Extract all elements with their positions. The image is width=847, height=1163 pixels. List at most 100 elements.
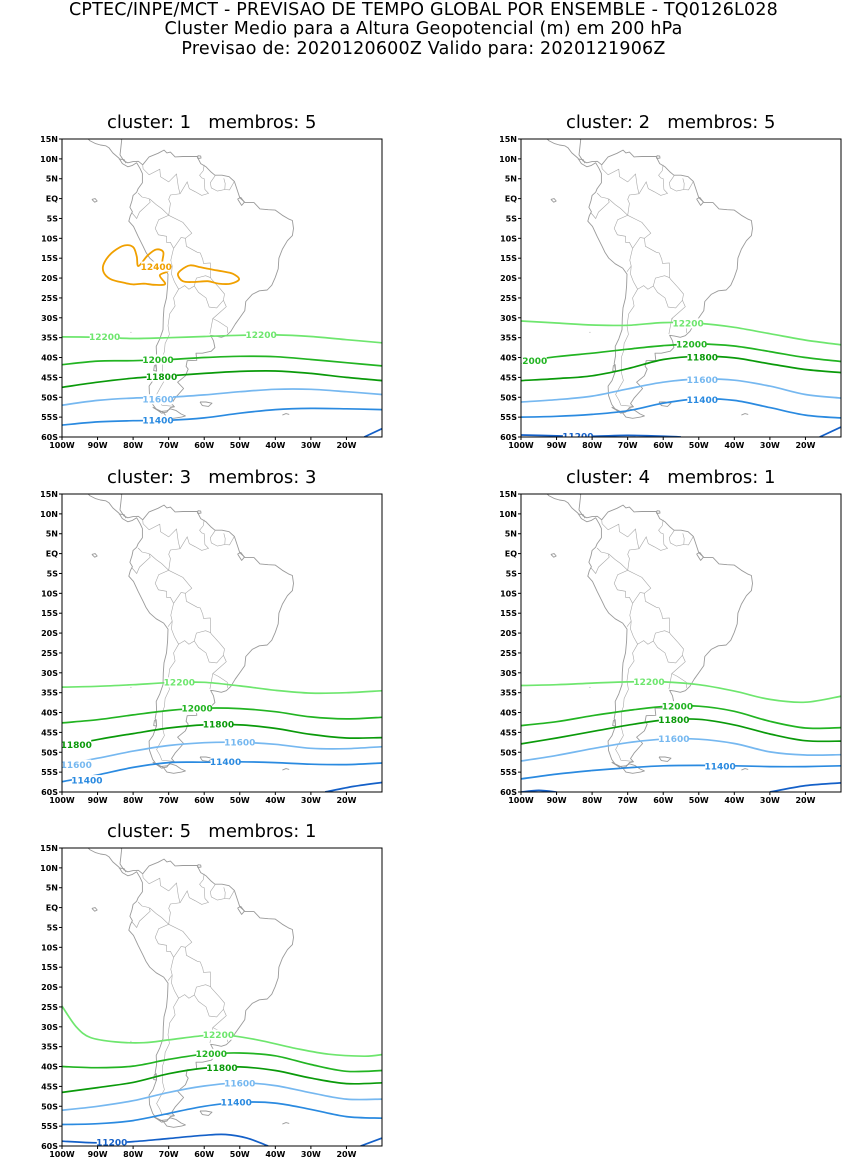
lat-tick-label: 15N <box>499 135 517 144</box>
lat-tick-label: 35S <box>41 1043 58 1052</box>
lon-tick-label: 50W <box>230 1150 250 1159</box>
contour-label-12200: 12200 <box>245 331 276 341</box>
lat-tick-label: 5S <box>47 923 59 932</box>
contour-label-11200: 11200 <box>96 1138 127 1148</box>
lon-tick-label: 50W <box>230 441 250 450</box>
contour-label-11800: 11800 <box>687 353 718 363</box>
map-cluster-2: 1220012000120001180011600114001120015N10… <box>479 127 847 454</box>
lat-tick-label: 10S <box>41 943 58 952</box>
lat-tick-label: 10S <box>500 589 517 598</box>
lat-tick-label: 45S <box>41 373 58 382</box>
lat-tick-label: 15S <box>41 609 58 618</box>
contour-label-12000: 12000 <box>676 341 707 351</box>
lon-tick-label: 50W <box>689 441 709 450</box>
contour-label-12200: 12200 <box>633 678 664 688</box>
lat-tick-label: 10N <box>40 510 58 519</box>
contour-label-11600: 11600 <box>658 735 689 745</box>
lat-tick-label: 50S <box>500 748 517 757</box>
lon-tick-label: 30W <box>760 796 780 805</box>
lat-tick-label: 10N <box>499 510 517 519</box>
contour-label-11800: 11800 <box>203 720 234 730</box>
lon-tick-label: 40W <box>265 1150 285 1159</box>
lat-tick-label: 55S <box>41 768 58 777</box>
lat-tick-label: EQ <box>505 195 517 204</box>
lon-tick-label: 50W <box>689 796 709 805</box>
lat-tick-label: 25S <box>41 649 58 658</box>
lat-tick-label: 10S <box>500 234 517 243</box>
lat-tick-label: 5S <box>47 214 59 223</box>
lon-tick-label: 20W <box>336 796 356 805</box>
contour-label-11400: 11400 <box>221 1099 252 1109</box>
lon-tick-label: 80W <box>123 1150 143 1159</box>
lat-tick-label: 20S <box>41 274 58 283</box>
lat-tick-label: 40S <box>500 354 517 363</box>
lat-tick-label: 25S <box>500 649 517 658</box>
contour-label-11400: 11400 <box>704 762 735 772</box>
lat-tick-label: 20S <box>41 629 58 638</box>
lon-tick-label: 20W <box>795 441 815 450</box>
lat-tick-label: 30S <box>41 669 58 678</box>
lat-tick-label: 40S <box>500 709 517 718</box>
lat-tick-label: 20S <box>41 983 58 992</box>
map-cluster-5: 12200120001180011600114001120015N10N5NEQ… <box>20 836 404 1163</box>
lat-tick-label: 45S <box>41 728 58 737</box>
lat-tick-label: EQ <box>46 195 58 204</box>
lon-tick-label: 90W <box>88 1150 108 1159</box>
lon-tick-label: 80W <box>582 796 602 805</box>
lat-tick-label: 15S <box>500 254 517 263</box>
contour-label-12000: 12000 <box>196 1050 227 1060</box>
contour-label-11400: 11400 <box>71 776 102 786</box>
lon-tick-label: 30W <box>760 441 780 450</box>
lat-tick-label: 55S <box>500 413 517 422</box>
plot-frame <box>62 494 382 792</box>
lat-tick-label: 15S <box>500 609 517 618</box>
lon-tick-label: 60W <box>194 1150 214 1159</box>
lon-tick-label: 70W <box>159 1150 179 1159</box>
lon-tick-label: 40W <box>265 796 285 805</box>
lon-tick-label: 100W <box>508 796 534 805</box>
lon-tick-label: 50W <box>230 796 250 805</box>
lat-tick-label: 50S <box>500 393 517 402</box>
header-line-1: CPTEC/INPE/MCT - PREVISAO DE TEMPO GLOBA… <box>0 1 847 20</box>
contour-label-12200: 12200 <box>164 679 195 689</box>
lon-tick-label: 90W <box>547 441 567 450</box>
lat-tick-label: EQ <box>505 550 517 559</box>
plot-frame <box>62 139 382 437</box>
lat-tick-label: 25S <box>500 294 517 303</box>
lat-tick-label: 40S <box>41 1063 58 1072</box>
lat-tick-label: 5N <box>46 530 58 539</box>
lon-tick-label: 80W <box>123 796 143 805</box>
lat-tick-label: 55S <box>41 413 58 422</box>
lon-tick-label: 100W <box>508 441 534 450</box>
lat-tick-label: 25S <box>41 1003 58 1012</box>
lon-tick-label: 30W <box>301 441 321 450</box>
lat-tick-label: 5S <box>47 569 59 578</box>
lon-tick-label: 20W <box>336 1150 356 1159</box>
lat-tick-label: 55S <box>41 1122 58 1131</box>
plot-frame <box>521 494 841 792</box>
contour-label-11600: 11600 <box>61 761 92 771</box>
lat-tick-label: 35S <box>41 689 58 698</box>
lon-tick-label: 90W <box>547 796 567 805</box>
lat-tick-label: 30S <box>500 669 517 678</box>
lat-tick-label: 5N <box>46 175 58 184</box>
lat-tick-label: 45S <box>41 1082 58 1091</box>
contour-label-12200: 12200 <box>89 333 120 343</box>
contour-label-11600: 11600 <box>224 1080 255 1090</box>
contour-label-11400: 11400 <box>687 396 718 406</box>
lat-tick-label: 10N <box>40 155 58 164</box>
lon-tick-label: 40W <box>724 441 744 450</box>
contour-label-12200: 12200 <box>203 1031 234 1041</box>
lat-tick-label: 35S <box>500 689 517 698</box>
contour-label-12200: 12200 <box>672 320 703 330</box>
contour-label-12400: 12400 <box>141 263 172 273</box>
contour-label-11400: 11400 <box>142 417 173 427</box>
lat-tick-label: 10S <box>41 589 58 598</box>
contour-label-11400: 11400 <box>210 758 241 768</box>
lat-tick-label: 15N <box>499 490 517 499</box>
lat-tick-label: 10N <box>499 155 517 164</box>
lon-tick-label: 80W <box>123 441 143 450</box>
lon-tick-label: 90W <box>88 796 108 805</box>
lon-tick-label: 40W <box>265 441 285 450</box>
